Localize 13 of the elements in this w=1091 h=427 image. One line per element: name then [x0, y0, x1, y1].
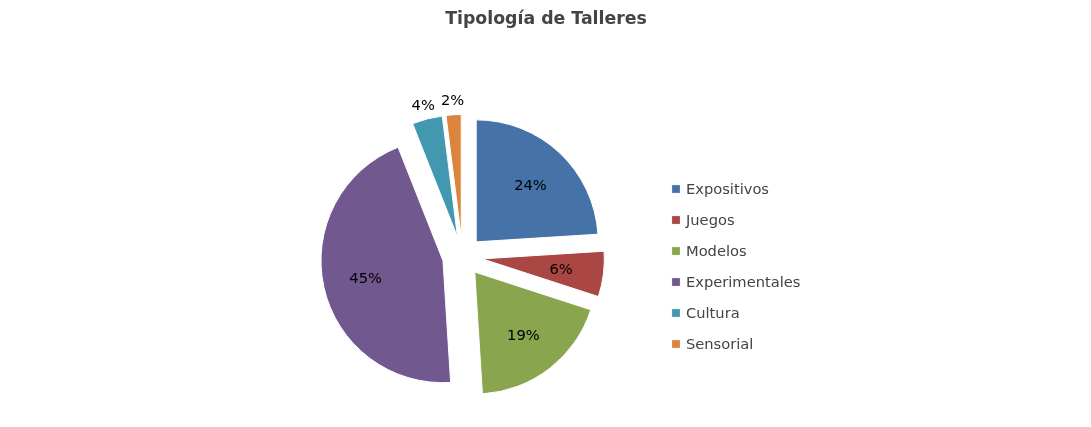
legend-label: Juegos: [686, 211, 735, 228]
data-label: 6%: [549, 260, 573, 278]
data-label: 45%: [349, 269, 382, 287]
legend-label: Cultura: [686, 304, 740, 321]
data-label: 2%: [440, 90, 465, 108]
data-label: 19%: [507, 325, 540, 343]
legend-label: Modelos: [686, 242, 747, 259]
data-label: 4%: [411, 95, 435, 113]
legend-label: Expositivos: [686, 180, 770, 197]
legend-label: Sensorial: [686, 335, 754, 352]
legend-label: Experimentales: [686, 273, 801, 290]
data-label: 24%: [514, 175, 547, 193]
chart-title: Tipología de Talleres: [445, 7, 647, 28]
